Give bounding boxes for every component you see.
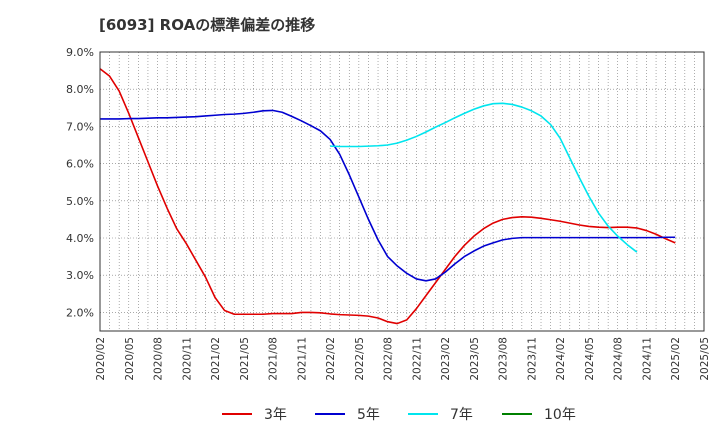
x-tick-label: 2023/11 (526, 337, 538, 381)
x-tick-label: 2022/02 (325, 337, 337, 381)
grid (100, 51, 704, 331)
x-tick-label: 2022/08 (383, 337, 395, 381)
x-tick-label: 2020/05 (124, 337, 136, 381)
x-tick-label: 2020/11 (181, 337, 193, 381)
x-tick-label: 2024/08 (613, 337, 625, 381)
series-line-7年 (330, 102, 638, 253)
x-tick-label: 2021/11 (296, 337, 308, 381)
y-axis-ticks: 2.0% 3.0% 4.0% 5.0% 6.0% 7.0% 8.0% 9.0% (66, 46, 94, 319)
x-tick-label: 2021/05 (239, 337, 251, 381)
x-tick-label: 2024/05 (584, 337, 596, 381)
x-tick-label: 2020/08 (153, 337, 165, 381)
y-tick-label: 4.0% (66, 232, 94, 245)
legend-label: 3年 (264, 407, 287, 423)
y-tick-label: 8.0% (66, 83, 94, 96)
series-lines (99, 68, 676, 325)
y-tick-label: 5.0% (66, 195, 94, 208)
x-tick-label: 2025/05 (699, 337, 711, 381)
x-tick-label: 2023/02 (440, 337, 452, 381)
legend-label: 7年 (450, 407, 473, 423)
y-tick-label: 7.0% (66, 120, 94, 133)
legend-label: 10年 (544, 407, 576, 423)
x-tick-label: 2023/05 (469, 337, 481, 381)
x-tick-label: 2024/02 (555, 337, 567, 381)
y-tick-label: 3.0% (66, 269, 94, 282)
x-tick-label: 2021/08 (268, 337, 280, 381)
x-tick-label: 2021/02 (210, 337, 222, 381)
x-axis-ticks: 2020/02 2020/05 2020/08 2020/11 2021/02 2021/… (95, 337, 711, 381)
x-tick-label: 2023/08 (498, 337, 510, 381)
legend-label: 5年 (357, 407, 380, 423)
x-tick-label: 2025/02 (670, 337, 682, 381)
x-tick-label: 2022/11 (411, 337, 423, 381)
x-tick-label: 2024/11 (641, 337, 653, 381)
chart-title: [6093] ROAの標準偏差の推移 (99, 16, 316, 34)
series-line-5年 (100, 109, 676, 282)
series-line-3年 (99, 68, 676, 325)
y-tick-label: 2.0% (66, 306, 94, 319)
plot-frame (99, 51, 705, 332)
legend: 3年 5年 7年 10年 (222, 407, 576, 423)
y-tick-label: 6.0% (66, 158, 94, 171)
x-tick-label: 2020/02 (95, 337, 107, 381)
x-tick-label: 2022/05 (354, 337, 366, 381)
y-tick-label: 9.0% (66, 46, 94, 59)
